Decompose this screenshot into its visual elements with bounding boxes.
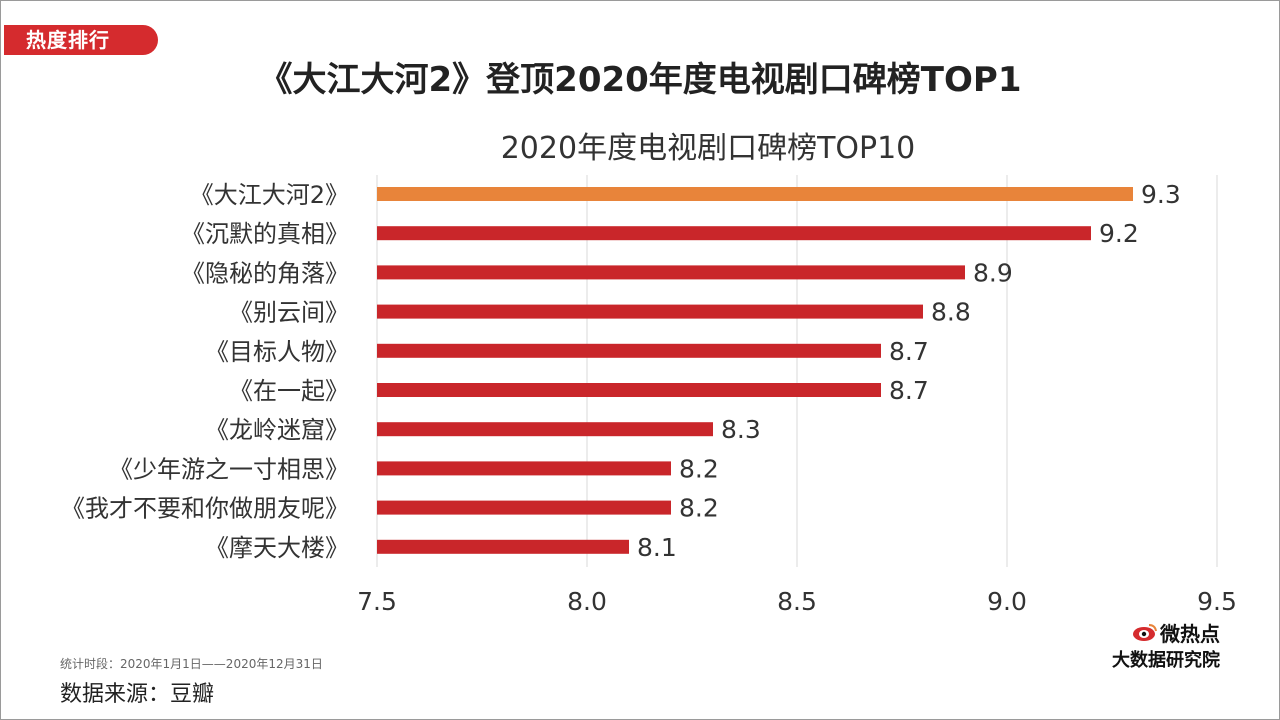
- value-label: 9.2: [1099, 219, 1139, 248]
- data-source: 数据来源：豆瓣: [60, 682, 215, 707]
- x-tick-label: 8.5: [777, 587, 817, 616]
- bar: [377, 422, 713, 437]
- bar: [377, 539, 629, 554]
- statistics-period: 统计时段：2020年1月1日——2020年12月31日: [60, 657, 323, 671]
- category-label: 《目标人物》: [205, 338, 349, 366]
- value-label: 9.3: [1141, 180, 1181, 209]
- chart-title: 2020年度电视剧口碑榜TOP10: [501, 131, 916, 166]
- value-label: 8.9: [973, 258, 1013, 287]
- weibo-eye-icon: [1133, 624, 1157, 641]
- x-tick-label: 8.0: [567, 587, 607, 616]
- value-label: 8.2: [679, 454, 719, 483]
- bar: [377, 500, 671, 515]
- category-label: 《龙岭迷窟》: [205, 416, 349, 444]
- x-tick-label: 9.0: [987, 587, 1027, 616]
- category-label: 《沉默的真相》: [181, 220, 349, 248]
- value-label: 8.8: [931, 298, 971, 327]
- category-label: 《大江大河2》: [190, 181, 349, 209]
- category-label: 《我才不要和你做朋友呢》: [61, 495, 349, 523]
- bar: [377, 304, 923, 319]
- bar: [377, 226, 1091, 241]
- value-label: 8.7: [889, 376, 929, 405]
- x-tick-label: 7.5: [357, 587, 397, 616]
- logo-line1: 微热点: [1160, 621, 1220, 646]
- category-label: 《别云间》: [229, 299, 349, 327]
- x-axis-ticks: 7.5 8.0 8.5 9.0 9.5: [357, 587, 1237, 616]
- value-label: 8.3: [721, 415, 761, 444]
- category-label: 《摩天大楼》: [205, 534, 349, 562]
- value-label: 8.1: [637, 533, 677, 562]
- value-labels: 9.39.28.98.88.78.78.38.28.28.1: [637, 180, 1181, 562]
- x-tick-label: 9.5: [1197, 587, 1237, 616]
- bar: [377, 383, 881, 397]
- bar: [377, 265, 965, 280]
- category-labels: 《大江大河2》《沉默的真相》《隐秘的角落》《别云间》《目标人物》《在一起》《龙岭…: [61, 181, 349, 562]
- bar: [377, 461, 671, 476]
- category-label: 《在一起》: [229, 377, 349, 405]
- value-label: 8.2: [679, 494, 719, 523]
- logo: 微热点 大数据研究院: [1112, 620, 1242, 672]
- category-label: 《少年游之一寸相思》: [109, 455, 349, 483]
- bar: [377, 187, 1133, 201]
- value-label: 8.7: [889, 337, 929, 366]
- logo-line2: 大数据研究院: [1112, 650, 1220, 671]
- page-headline: 《大江大河2》登顶2020年度电视剧口碑榜TOP1: [258, 60, 1022, 100]
- category-badge: 热度排行: [4, 25, 158, 55]
- bars: [377, 187, 1133, 554]
- category-label: 《隐秘的角落》: [181, 259, 349, 287]
- bar: [377, 343, 881, 358]
